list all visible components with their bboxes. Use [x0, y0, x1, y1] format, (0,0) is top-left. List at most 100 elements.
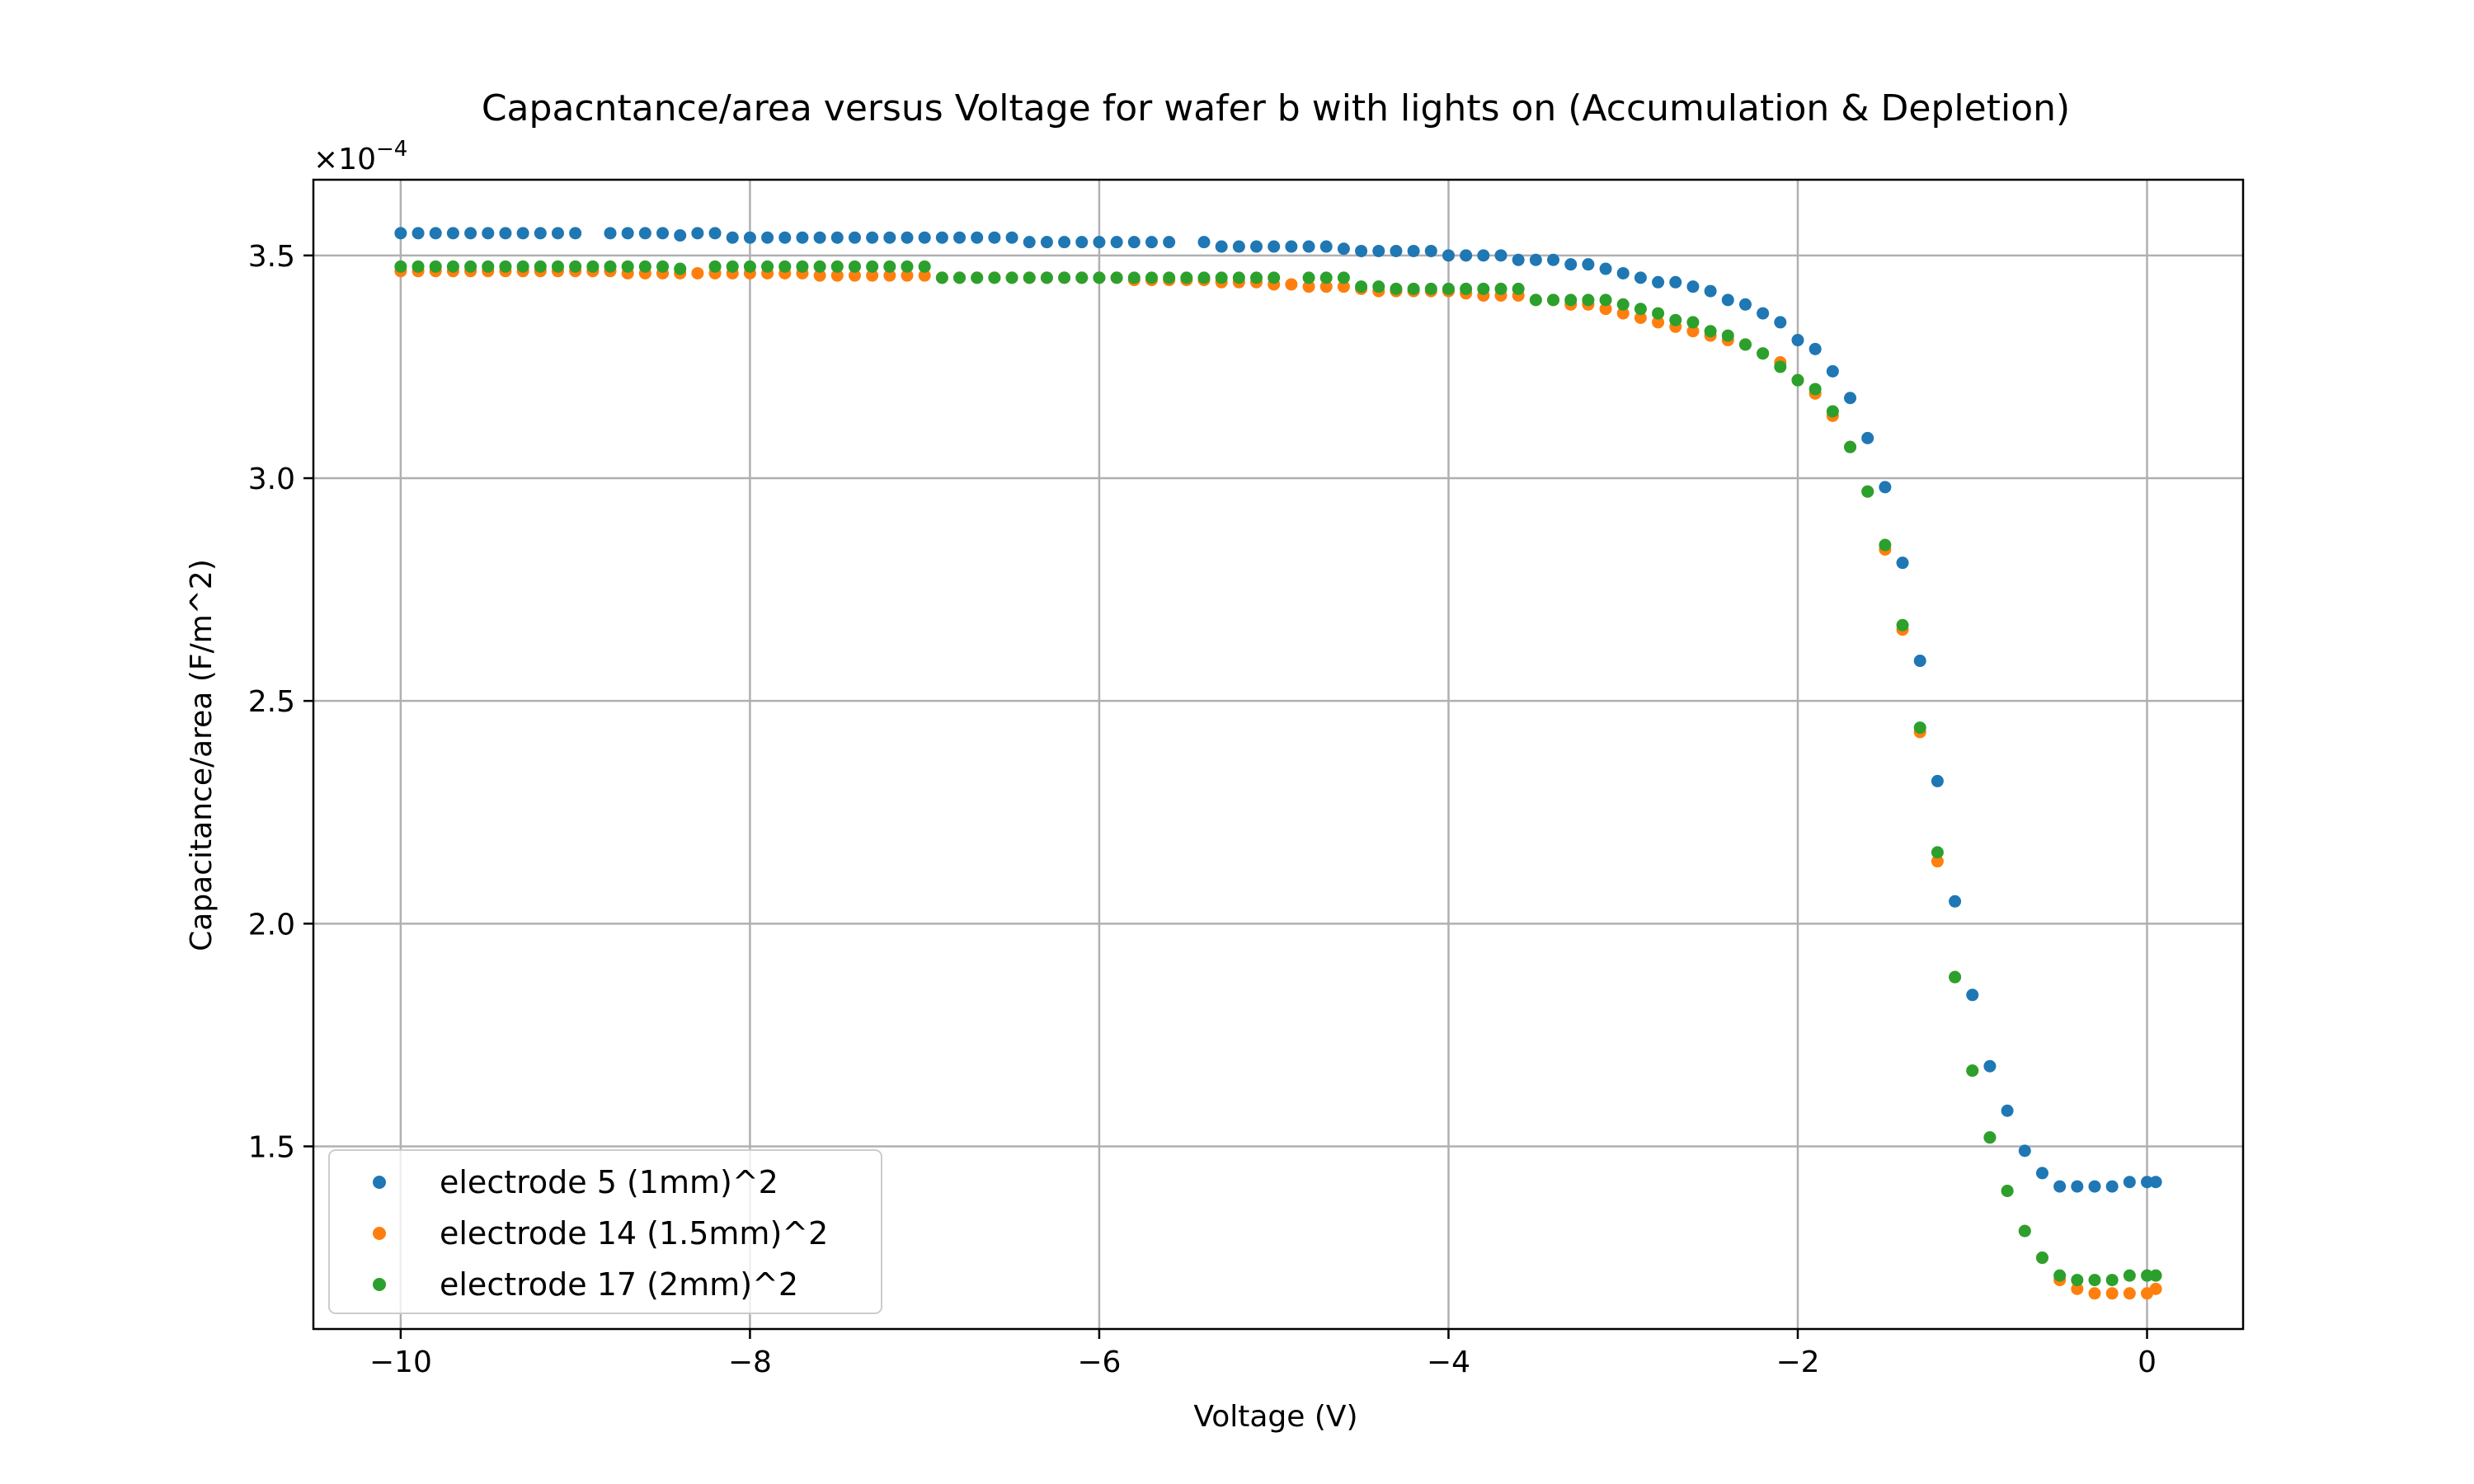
x-tick-label: −6 [1077, 1345, 1121, 1379]
data-point [1913, 721, 1926, 735]
x-tick-label: −10 [369, 1345, 432, 1379]
data-point [1529, 253, 1542, 266]
data-point [1355, 280, 1368, 294]
data-point [412, 227, 425, 240]
data-point [813, 269, 826, 282]
data-point [1512, 282, 1525, 295]
data-point [499, 227, 512, 240]
y-tick-label: 2.5 [248, 685, 295, 719]
data-point [1599, 303, 1612, 316]
data-point [726, 260, 739, 273]
data-point [1127, 271, 1141, 284]
data-point [1564, 258, 1578, 271]
data-point [1826, 364, 1839, 378]
data-point [1616, 307, 1630, 320]
data-point [621, 227, 634, 240]
data-point [1896, 618, 1909, 632]
data-point [1738, 298, 1752, 311]
data-point [1949, 895, 1962, 908]
data-point [848, 231, 861, 244]
data-point [883, 260, 896, 273]
data-point [1040, 236, 1053, 249]
data-point [2141, 1269, 2154, 1282]
data-point [2088, 1274, 2101, 1287]
legend-marker-electrode-5 [373, 1176, 386, 1189]
data-point [1652, 275, 1665, 289]
data-point [918, 269, 931, 282]
data-point [1337, 280, 1350, 294]
data-point [1390, 244, 1403, 257]
data-point [708, 227, 722, 240]
legend-marker-electrode-17 [373, 1278, 386, 1291]
plot-frame [312, 178, 2245, 1331]
data-point [1669, 275, 1682, 289]
data-point [1494, 282, 1507, 295]
data-point [516, 227, 529, 240]
data-point [1215, 271, 1228, 284]
data-point [499, 260, 512, 273]
data-point [1477, 282, 1490, 295]
data-point [866, 231, 879, 244]
data-point [1599, 262, 1612, 275]
data-point [1110, 271, 1123, 284]
data-point [743, 231, 756, 244]
data-point [2123, 1269, 2136, 1282]
data-point [971, 231, 984, 244]
data-point [2149, 1282, 2162, 1295]
data-point [1949, 970, 1962, 984]
data-point [1844, 440, 1857, 453]
data-point [1879, 481, 1892, 494]
data-point [1652, 316, 1665, 329]
grid-lines [313, 180, 2243, 1329]
data-point [1005, 271, 1018, 284]
data-point [1686, 280, 1700, 294]
data-point [1023, 236, 1036, 249]
data-point [830, 269, 844, 282]
data-point [656, 227, 670, 240]
x-tick-label: −4 [1427, 1345, 1470, 1379]
data-point [1250, 240, 1263, 253]
data-point [1704, 284, 1717, 298]
x-axis-ticks: −10 −8 −6 −4 −2 0 [369, 1329, 2157, 1379]
data-point [830, 260, 844, 273]
data-point [761, 231, 774, 244]
legend-label-electrode-17: electrode 17 (2mm)^2 [440, 1266, 798, 1303]
data-point [1529, 294, 1542, 307]
data-point [1337, 271, 1350, 284]
data-point [1110, 236, 1123, 249]
data-point [1302, 271, 1315, 284]
data-point [1582, 294, 1595, 307]
data-point [1791, 373, 1804, 387]
data-point [1564, 294, 1578, 307]
legend: electrode 5 (1mm)^2 electrode 14 (1.5mm)… [328, 1149, 882, 1314]
data-point [516, 260, 529, 273]
data-point [1983, 1059, 1997, 1073]
data-point [1826, 405, 1839, 418]
data-point [1844, 392, 1857, 405]
data-point [1634, 311, 1647, 324]
data-point [586, 260, 600, 273]
data-point [1616, 298, 1630, 311]
y-axis-offset-label: ×10−4 [313, 137, 407, 176]
data-point [1075, 236, 1089, 249]
data-point [988, 271, 1001, 284]
data-point [1774, 316, 1787, 329]
data-point [1023, 271, 1036, 284]
data-point [446, 260, 459, 273]
data-point [1808, 383, 1822, 396]
data-point [1634, 303, 1647, 316]
data-point [2149, 1269, 2162, 1282]
data-point [394, 260, 407, 273]
data-point [761, 260, 774, 273]
data-point [2053, 1180, 2067, 1193]
data-point [1791, 334, 1804, 347]
data-point [1983, 1131, 1997, 1144]
data-point [429, 260, 442, 273]
data-point [2018, 1224, 2031, 1237]
data-point [482, 227, 495, 240]
data-point [1512, 253, 1525, 266]
data-point [848, 269, 861, 282]
data-point [1494, 249, 1507, 262]
data-point [1686, 325, 1700, 338]
data-point [1931, 846, 1944, 859]
